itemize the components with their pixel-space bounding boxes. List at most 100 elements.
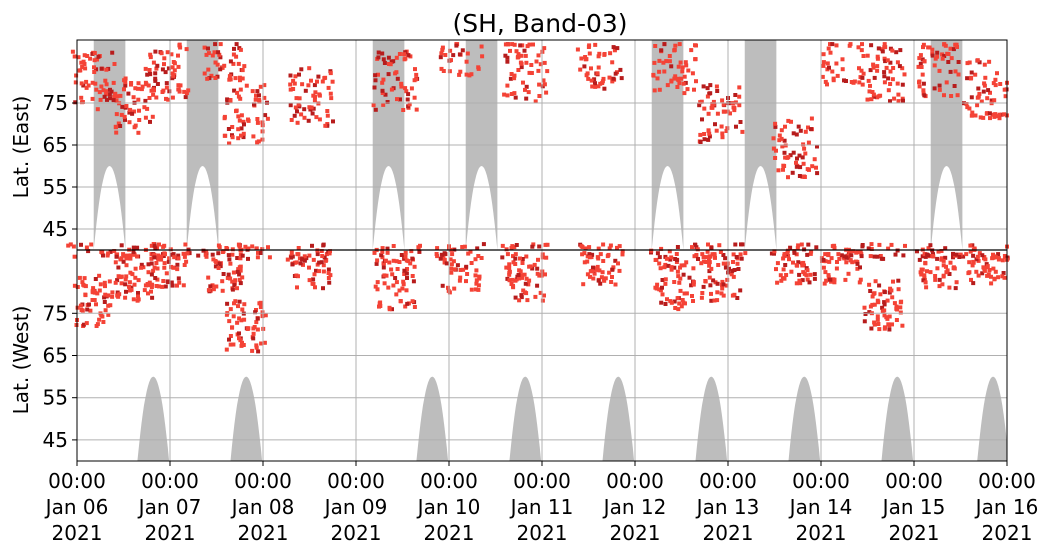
activity-pixel	[226, 127, 231, 131]
activity-pixel	[236, 61, 241, 66]
activity-pixel	[204, 249, 209, 254]
activity-pixel	[532, 262, 537, 267]
activity-pixel	[732, 268, 737, 272]
activity-pixel	[124, 289, 128, 294]
activity-pixel	[896, 287, 901, 292]
activity-pixel	[689, 48, 694, 53]
activity-pixel	[137, 108, 141, 113]
activity-pixel	[696, 257, 700, 261]
activity-pixel	[328, 71, 333, 76]
activity-pixel	[113, 280, 118, 285]
activity-pixel	[840, 57, 845, 62]
activity-pixel	[448, 257, 453, 262]
activity-pixel	[95, 291, 100, 296]
activity-pixel	[507, 262, 512, 267]
activity-pixel	[942, 54, 947, 58]
activity-pixel	[116, 265, 121, 270]
activity-pixel	[102, 295, 107, 300]
activity-pixel	[376, 55, 381, 60]
activity-pixel	[844, 260, 849, 265]
activity-pixel	[324, 257, 329, 262]
activity-pixel	[170, 283, 175, 288]
activity-pixel	[441, 69, 446, 73]
activity-pixel	[518, 60, 523, 65]
activity-pixel	[769, 251, 774, 256]
activity-pixel	[177, 280, 182, 285]
activity-pixel	[831, 78, 836, 83]
activity-pixel	[103, 284, 107, 289]
activity-pixel	[955, 45, 959, 49]
activity-pixel	[969, 70, 974, 75]
activity-pixel	[855, 261, 860, 266]
activity-pixel	[890, 322, 894, 327]
activity-pixel	[993, 269, 998, 274]
activity-pixel	[237, 277, 242, 282]
activity-pixel	[315, 252, 320, 257]
activity-pixel	[508, 76, 513, 81]
activity-pixel	[123, 117, 127, 122]
activity-pixel	[375, 280, 380, 285]
activity-pixel	[607, 270, 612, 275]
activity-pixel	[591, 265, 595, 270]
activity-pixel	[516, 68, 521, 72]
activity-pixel	[920, 72, 925, 77]
activity-pixel	[589, 78, 594, 83]
activity-pixel	[149, 256, 154, 261]
activity-pixel	[800, 278, 805, 283]
activity-pixel	[162, 265, 167, 270]
activity-pixel	[868, 254, 873, 259]
activity-pixel	[855, 266, 860, 271]
activity-pixel	[707, 131, 712, 136]
activity-pixel	[875, 254, 880, 259]
activity-pixel	[236, 304, 240, 309]
activity-pixel	[922, 93, 927, 98]
activity-pixel	[1003, 254, 1007, 259]
activity-pixel	[882, 42, 887, 47]
activity-pixel	[213, 42, 218, 47]
activity-pixel	[707, 134, 712, 139]
activity-pixel	[90, 96, 95, 101]
activity-pixel	[794, 252, 799, 257]
activity-pixel	[815, 171, 820, 176]
activity-pixel	[815, 144, 819, 149]
activity-pixel	[533, 294, 538, 299]
activity-pixel	[721, 109, 726, 114]
activity-pixel	[81, 322, 86, 327]
activity-pixel	[148, 55, 153, 60]
activity-pixel	[175, 267, 180, 272]
activity-pixel	[774, 148, 778, 153]
activity-pixel	[821, 265, 826, 270]
activity-pixel	[740, 242, 745, 247]
activity-pixel	[596, 278, 601, 283]
activity-pixel	[206, 275, 211, 280]
activity-pixel	[870, 294, 875, 299]
activity-pixel	[241, 135, 246, 140]
activity-pixel	[240, 68, 245, 73]
activity-pixel	[900, 323, 905, 328]
activity-pixel	[701, 259, 706, 264]
activity-pixel	[830, 42, 835, 47]
activity-pixel	[940, 52, 945, 57]
activity-pixel	[683, 60, 688, 65]
activity-pixel	[951, 47, 956, 52]
activity-pixel	[716, 263, 721, 267]
activity-pixel	[700, 291, 705, 295]
activity-pixel	[772, 249, 777, 254]
activity-pixel	[698, 132, 703, 137]
activity-pixel	[869, 43, 874, 48]
activity-pixel	[659, 300, 664, 305]
activity-pixel	[922, 275, 927, 280]
activity-pixel	[104, 92, 109, 97]
activity-pixel	[239, 133, 243, 138]
activity-pixel	[797, 278, 802, 283]
activity-pixel	[132, 125, 137, 130]
activity-pixel	[806, 242, 811, 247]
x-tick-time: 00:00	[699, 469, 757, 493]
activity-pixel	[255, 120, 260, 125]
activity-pixel	[522, 272, 527, 277]
activity-pixel	[587, 43, 592, 48]
activity-pixel	[720, 98, 725, 103]
activity-pixel	[872, 322, 877, 327]
activity-pixel	[387, 62, 391, 66]
activity-pixel	[411, 279, 416, 284]
